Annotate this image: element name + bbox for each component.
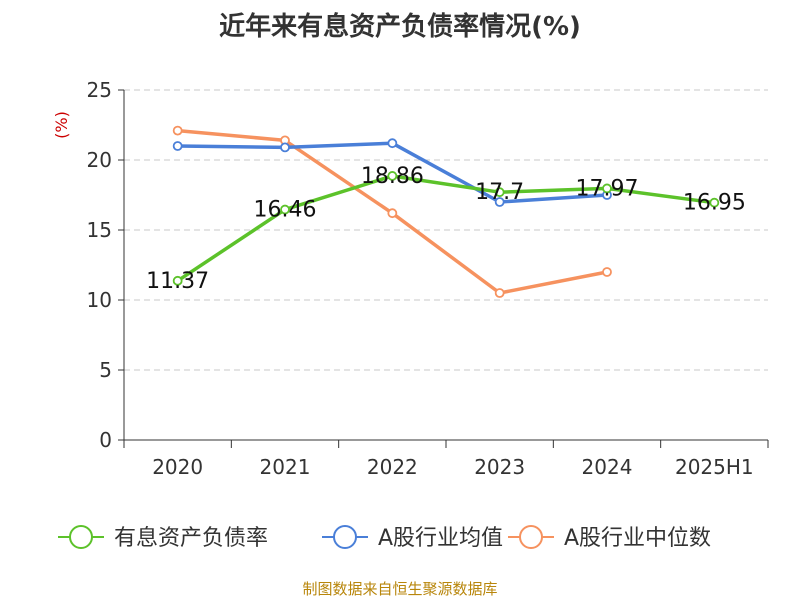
- data-point-debt-2025H1: [709, 197, 720, 208]
- data-source-note: 制图数据来自恒生聚源数据库: [302, 580, 498, 598]
- data-point-median-2024: [602, 267, 612, 277]
- legend-item-avg: A股行业均值: [322, 525, 503, 551]
- data-label-debt-2020: 11.37: [146, 269, 209, 294]
- y-tick-label-10: 10: [87, 288, 112, 312]
- data-point-median-2022: [387, 208, 398, 219]
- y-tick-label-25: 25: [87, 78, 112, 102]
- x-tick-label-2023: 2023: [474, 455, 525, 479]
- data-point-debt-2022: [387, 171, 398, 181]
- legend-marker-avg: [333, 525, 357, 549]
- legend-marker-debt: [69, 525, 93, 549]
- x-tick-label-2025H1: 2025H1: [675, 455, 754, 479]
- data-point-debt-2024: [602, 183, 612, 194]
- data-label-debt-2023: 17.7: [475, 180, 524, 205]
- label-layer: 11.37 16.46 18.86 17.7 17.97 16.95: [146, 164, 746, 294]
- legend-label-avg: A股行业均值: [378, 526, 503, 551]
- x-tick-label-2024: 2024: [582, 455, 633, 479]
- series-line-debt: [175, 174, 717, 283]
- legend-item-median: A股行业中位数: [508, 525, 711, 551]
- x-tick-label-2020: 2020: [152, 455, 203, 479]
- grid-layer: [124, 89, 768, 371]
- series-layer: [172, 125, 720, 298]
- y-tick-label-0: 0: [99, 428, 112, 452]
- y-tick-label-5: 5: [99, 358, 112, 382]
- axis-layer: 0 5 10 15 20 25 2020 2021 2022 2023 2024 2025H1 (%): [52, 78, 769, 479]
- y-tick-label-15: 15: [87, 218, 112, 242]
- y-axis-unit-label: (%): [52, 111, 71, 139]
- data-label-debt-2025H1: 16.95: [683, 191, 746, 216]
- y-tick-label-20: 20: [87, 148, 112, 172]
- data-point-debt-2021: [280, 204, 290, 215]
- data-point-avg-2021: [280, 142, 290, 153]
- legend-label-median: A股行业中位数: [564, 526, 711, 551]
- data-point-median-2020: [172, 125, 183, 136]
- data-label-debt-2024: 17.97: [576, 176, 639, 201]
- data-label-debt-2022: 18.86: [361, 164, 424, 189]
- data-point-avg-2023: [494, 197, 505, 207]
- legend-label-debt: 有息资产负债率: [114, 526, 268, 551]
- data-point-debt-2023: [494, 187, 505, 198]
- x-tick-label-2022: 2022: [367, 455, 418, 479]
- x-tick-label-2021: 2021: [260, 455, 311, 479]
- data-point-avg-2020: [172, 141, 183, 151]
- legend-item-debt: 有息资产负债率: [58, 525, 268, 551]
- data-point-median-2023: [494, 288, 505, 298]
- data-point-debt-2020: [172, 275, 183, 286]
- legend-layer: 有息资产负债率 A股行业均值 A股行业中位数: [58, 525, 711, 551]
- data-point-avg-2022: [387, 138, 398, 149]
- chart-title: 近年来有息资产负债率情况(%): [219, 12, 581, 42]
- legend-marker-median: [519, 525, 543, 549]
- data-label-debt-2021: 16.46: [254, 198, 317, 223]
